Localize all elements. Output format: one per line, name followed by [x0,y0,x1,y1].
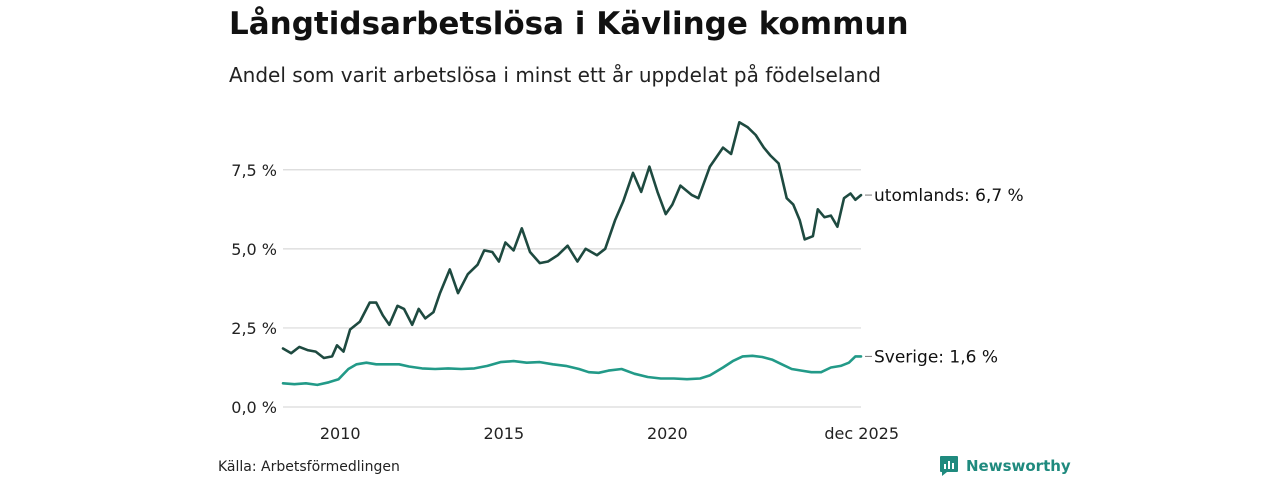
y-tick-label: 7,5 % [231,161,277,180]
x-tick-label: 2010 [320,424,361,443]
y-tick-label: 0,0 % [231,398,277,417]
series-line-utomlands [281,121,863,360]
source-note: Källa: Arbetsförmedlingen [218,459,400,475]
y-axis-labels: 0,0 % 2,5 % 5,0 % 7,5 % [231,161,277,417]
chart-title: Långtidsarbetslösa i Kävlinge kommun [229,6,909,42]
series-label-sverige: Sverige: 1,6 % [874,347,998,367]
y-tick-label: 5,0 % [231,240,277,259]
series-line-sverige [281,354,863,387]
chart-subtitle: Andel som varit arbetslösa i minst ett å… [229,63,881,87]
y-tick-label: 2,5 % [231,319,277,338]
x-tick-label: 2020 [647,424,688,443]
series-end-labels: utomlands: 6,7 % Sverige: 1,6 % [865,186,1024,367]
series-lines [281,121,863,387]
x-tick-label: 2015 [483,424,524,443]
newsworthy-logo-icon [940,456,958,476]
x-axis-labels: 2010 2015 2020 dec 2025 [320,424,899,443]
brand-logo: Newsworthy [939,455,1071,477]
gridlines [283,169,861,408]
series-label-utomlands: utomlands: 6,7 % [874,186,1024,206]
x-tick-label: dec 2025 [824,424,899,443]
brand-name: Newsworthy [966,457,1071,475]
